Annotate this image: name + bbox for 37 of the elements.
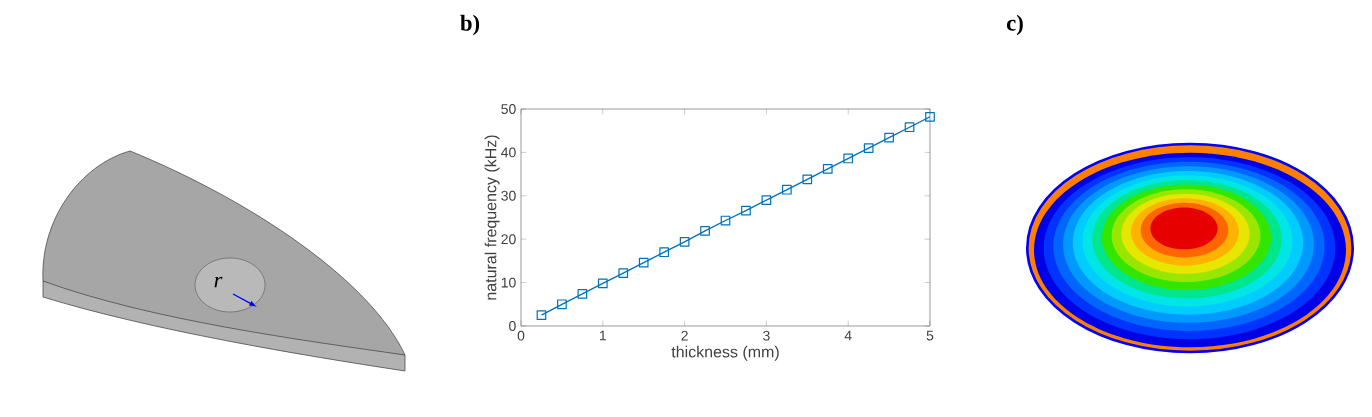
x-tick-label: 0 — [517, 330, 525, 341]
point — [802, 174, 813, 185]
point — [700, 226, 710, 236]
text: b) — [460, 14, 480, 36]
point — [597, 278, 608, 289]
point — [557, 299, 567, 310]
point — [884, 132, 894, 143]
x-tick-label: 5 — [926, 330, 934, 341]
y-tick-label: 50 — [501, 104, 516, 114]
point — [536, 310, 547, 320]
point — [761, 195, 772, 205]
point — [863, 143, 874, 153]
point — [781, 184, 792, 195]
point — [679, 236, 690, 247]
point — [843, 153, 854, 164]
x-tick-label: 4 — [844, 330, 852, 341]
y-tick-label: 40 — [501, 147, 516, 158]
point — [822, 164, 833, 174]
x-tick-label: 2 — [681, 330, 688, 341]
y-axis-title: natural frequency (kHz) — [484, 135, 500, 300]
text: r — [214, 276, 223, 288]
point — [741, 205, 751, 216]
y-tick-label: 20 — [501, 234, 516, 245]
point — [904, 122, 915, 133]
y-tick-label: 0 — [509, 321, 516, 331]
point — [659, 247, 670, 258]
y-tick-label: 30 — [501, 190, 516, 201]
x-tick-label: 1 — [599, 330, 606, 341]
point — [638, 257, 649, 268]
point — [925, 111, 935, 122]
x-tick-label: 3 — [763, 330, 770, 341]
x-axis-title: thickness (mm) — [671, 345, 779, 361]
text: c) — [1006, 14, 1023, 36]
point — [618, 268, 629, 278]
point — [577, 289, 588, 299]
point — [720, 215, 731, 226]
y-tick-label: 10 — [501, 277, 516, 288]
